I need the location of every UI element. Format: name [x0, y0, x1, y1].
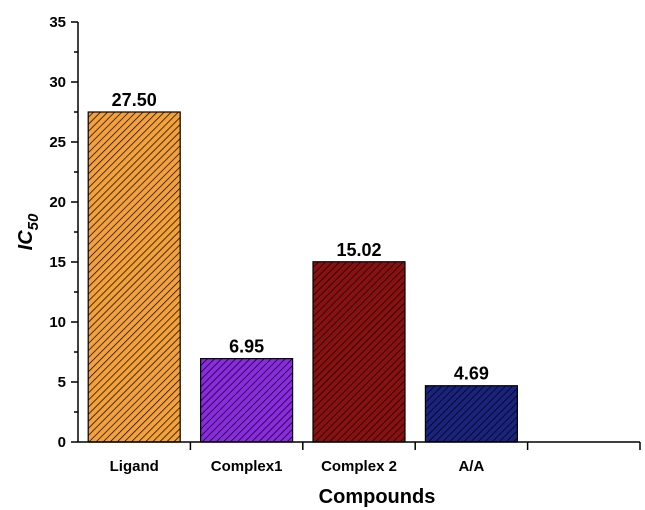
- data-label: 15.02: [336, 240, 381, 260]
- bar-a-a: [424, 385, 518, 443]
- y-tick-label: 0: [58, 434, 66, 451]
- bar-complex-2: [312, 261, 406, 443]
- x-tick-label: A/A: [458, 458, 484, 475]
- y-tick-label: 20: [49, 194, 66, 211]
- y-axis-title-main: IC: [15, 230, 37, 251]
- labels-group: 27.50 Ligand 6.95 Complex1 15.02 Complex 2 4.6…: [49, 14, 489, 475]
- bar-ligand: [87, 111, 181, 443]
- x-axis-title: Compounds: [319, 486, 436, 508]
- y-tick-label: 35: [49, 14, 66, 31]
- data-label: 4.69: [454, 364, 489, 384]
- axes-group: [71, 21, 641, 450]
- bars-group: [87, 111, 518, 443]
- bar-complex1: [200, 358, 294, 443]
- y-tick-label: 25: [49, 134, 66, 151]
- y-axis-title-sub: 50: [25, 213, 42, 230]
- y-axis-title: IC50: [15, 213, 42, 250]
- y-tick-label: 30: [49, 74, 66, 91]
- x-tick-label: Ligand: [110, 458, 159, 475]
- x-tick-label: Complex 2: [321, 458, 397, 475]
- x-tick-label: Complex1: [211, 458, 283, 475]
- y-tick-label: 5: [58, 374, 66, 391]
- y-tick-label: 15: [49, 254, 66, 271]
- data-label: 6.95: [229, 337, 264, 357]
- y-tick-label: 10: [49, 314, 66, 331]
- data-label: 27.50: [112, 90, 157, 110]
